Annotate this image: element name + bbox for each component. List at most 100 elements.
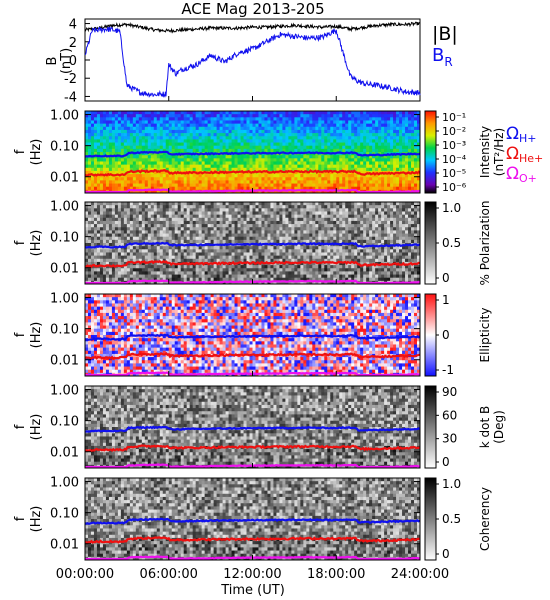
- colorbar-label: Coherency: [478, 487, 492, 551]
- panel-k-dot-b: f (Hz) 1.00 0.10 0.01 90 60 30 0 k dot B (Deg): [13, 384, 506, 469]
- omega-h-sub: H+: [519, 132, 537, 145]
- gyro-line-he-plus: [85, 260, 420, 269]
- colorbar-tick-label: -1: [442, 363, 454, 377]
- legend-BR: BR: [432, 45, 453, 69]
- panel-frame: [84, 18, 421, 102]
- y-tick-label: 0.01: [50, 538, 79, 553]
- legend-br-main: B: [432, 45, 444, 66]
- panel-ylabel: f: [13, 149, 28, 154]
- time-axis: 00:00:00 06:00:00 12:00:00 18:00:00 24:00:00…: [56, 567, 449, 598]
- omega-o-sub: O+: [519, 172, 537, 185]
- colorbar-tick-label: 10⁻³: [442, 139, 466, 152]
- y-tick-labels: 4 2 0 -2 -4: [64, 18, 421, 105]
- colorbar-label: Intensity: [478, 126, 492, 178]
- colorbar-tick-label: 0.5: [442, 236, 461, 250]
- legend-br-sub: R: [444, 55, 452, 69]
- colorbar-tick-label: 0: [442, 328, 450, 342]
- colorbar-tick-label: 0.5: [442, 512, 461, 526]
- gyro-line-h-plus: [85, 333, 420, 342]
- legend-omega-h: ΩH+: [506, 124, 537, 145]
- y-tick-label: 0: [69, 54, 77, 69]
- colorbar-tick-label: 0: [442, 271, 450, 285]
- y-tick-label: 1.00: [50, 292, 79, 307]
- spectrogram-image: [85, 478, 420, 560]
- gyro-line-he-plus: [85, 444, 420, 452]
- y-tick-label: 0.01: [50, 171, 79, 186]
- panel-ylabel: f: [13, 424, 28, 429]
- legend-label-absB: |B|: [432, 23, 458, 45]
- omega-h-symbol: Ω: [506, 124, 519, 144]
- time-tick-label: 24:00:00: [391, 567, 449, 582]
- panel-ellipticity: f (Hz) 1.00 0.10 0.01 1 0 -1 Ellipticity: [13, 292, 492, 377]
- legend-label-BR: BR: [432, 45, 453, 69]
- colorbar-tick-label: 10⁻¹: [442, 111, 466, 124]
- gyro-line-h-plus: [85, 517, 420, 525]
- gyro-line-h-plus: [85, 241, 420, 249]
- colorbar: [424, 385, 437, 469]
- panel-intensity: f (Hz) 1.00 0.10 0.01 10⁻¹10⁻²10⁻³10⁻⁴10⁻⁵10⁻…: [13, 109, 506, 194]
- colorbar-label: % Polarization: [478, 201, 492, 286]
- gyro-line-h-plus: [85, 425, 420, 433]
- y-tick-label: 0.10: [50, 140, 79, 155]
- series-line-BR: [84, 26, 421, 98]
- legend-absB: |B|: [432, 23, 458, 45]
- panel-yunit: (Hz): [29, 230, 44, 257]
- gyro-line-h-plus: [85, 150, 420, 158]
- y-tick-label: 1.00: [50, 476, 79, 491]
- colorbar-label: k dot B: [478, 406, 492, 448]
- omega-o-symbol: Ω: [506, 164, 519, 184]
- panel-ylabel: B: [45, 57, 60, 66]
- colorbar-tick-label: 10⁻⁵: [442, 167, 466, 180]
- legend-omega-he: ΩHe+: [506, 144, 543, 165]
- time-tick-labels: 00:00:00 06:00:00 12:00:00 18:00:00 24:00:00: [56, 567, 449, 582]
- omega-he-symbol: Ω: [506, 144, 519, 164]
- legend-omega-o: ΩO+: [506, 164, 537, 185]
- y-tick-label: 0.10: [50, 415, 79, 430]
- y-tick-label: 0.10: [50, 231, 79, 246]
- y-tick-label: 1.00: [50, 384, 79, 399]
- gyro-line-he-plus: [85, 536, 420, 545]
- omega-he-sub: He+: [519, 152, 543, 165]
- panel-yunit: (nT): [59, 48, 74, 74]
- time-tick-label: 06:00:00: [140, 567, 198, 582]
- colorbar: [424, 293, 437, 377]
- y-tick-label: 0.10: [50, 323, 79, 338]
- time-tick-label: 00:00:00: [56, 567, 114, 582]
- colorbar-tick-label: 0: [442, 455, 450, 469]
- y-tick-label: -4: [64, 90, 77, 105]
- spectrogram-image: [85, 202, 420, 284]
- colorbar-unit: (Deg): [492, 410, 506, 444]
- colorbar-tick-label: 1.0: [442, 477, 461, 491]
- y-tick-label: 0.01: [50, 262, 79, 277]
- panel-coherency: f (Hz) 1.00 0.10 0.01 1.0 0.5 0 Coherency: [13, 476, 492, 561]
- colorbar-label: Ellipticity: [478, 308, 492, 363]
- y-tick-label: 0.01: [50, 354, 79, 369]
- panel-ylabel: f: [13, 332, 28, 337]
- panel-yunit: (Hz): [29, 139, 44, 166]
- y-tick-label: 1.00: [50, 109, 79, 124]
- colorbar: [424, 477, 437, 561]
- y-tick-label: 2: [69, 36, 77, 51]
- panel-yunit: (Hz): [29, 506, 44, 533]
- magnetic-field-panel: B (nT) 420-2-4 |B| BR: [45, 18, 458, 106]
- colorbar-tick-label: 30: [442, 432, 457, 446]
- time-tick-label: 18:00:00: [307, 567, 365, 582]
- colorbar-tick-label: 10⁻⁶: [442, 181, 467, 194]
- panel-yunit: (Hz): [29, 414, 44, 441]
- colorbar-tick-label: 0: [442, 547, 450, 561]
- colorbar-tick-label: 10⁻⁴: [442, 153, 467, 166]
- gyro-line-he-plus: [85, 169, 420, 177]
- time-axis-label: Time (UT): [220, 583, 285, 598]
- panel-polarization: f (Hz) 1.00 0.10 0.01 1.0 0.5 0 % Polarization: [13, 200, 492, 286]
- colorbar-tick-label: 10⁻²: [442, 125, 466, 138]
- colorbar-unit: (nT²/Hz): [492, 128, 506, 176]
- panel-ylabel: f: [13, 240, 28, 245]
- colorbar: [424, 110, 437, 194]
- time-tick-label: 12:00:00: [223, 567, 281, 582]
- y-tick-label: 1.00: [50, 200, 79, 215]
- colorbar-tick-label: 60: [442, 408, 457, 422]
- y-tick-label: 0.01: [50, 446, 79, 461]
- spectrogram-image: [85, 111, 420, 193]
- series-lines: [84, 21, 421, 98]
